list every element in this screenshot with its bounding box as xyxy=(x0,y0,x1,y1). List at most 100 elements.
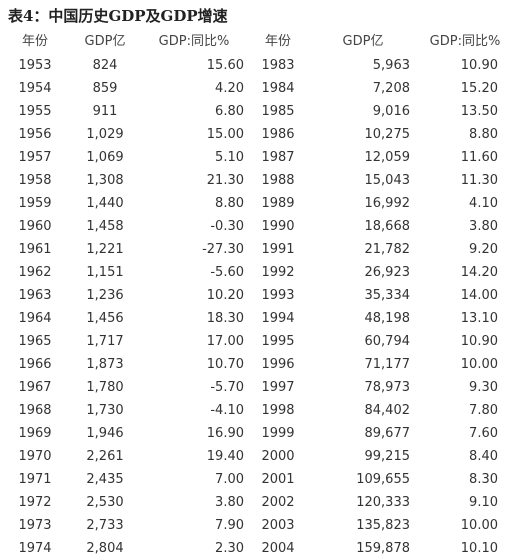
year-left-cell: 1960 xyxy=(18,219,52,234)
header-year-left: 年份 xyxy=(21,34,48,49)
growth-right-cell: 13.50 xyxy=(460,104,498,119)
gdp-left-cell: 2,530 xyxy=(86,495,124,510)
growth-left-cell: 21.30 xyxy=(206,173,244,188)
year-right-cell: 1999 xyxy=(261,426,295,441)
growth-left-cell: 2.30 xyxy=(215,541,244,556)
year-right-cell: 1992 xyxy=(261,265,295,280)
growth-left-cell: -0.30 xyxy=(210,219,244,234)
year-left-cell: 1961 xyxy=(18,242,52,257)
year-right-cell: 1985 xyxy=(261,104,295,119)
growth-left-cell: 4.20 xyxy=(215,81,244,96)
gdp-right-cell: 48,198 xyxy=(364,311,411,326)
year-right-cell: 1988 xyxy=(261,173,295,188)
year-right-cell: 2003 xyxy=(261,518,295,533)
gdp-left-cell: 2,435 xyxy=(86,472,124,487)
header-gdp-right: GDP亿 xyxy=(342,34,384,49)
growth-right-cell: 11.30 xyxy=(460,173,498,188)
header-gdp-left: GDP亿 xyxy=(84,34,126,49)
year-left-cell: 1964 xyxy=(18,311,52,326)
gdp-left-cell: 2,261 xyxy=(86,449,124,464)
gdp-right-cell: 135,823 xyxy=(356,518,410,533)
growth-left-cell: 6.80 xyxy=(215,104,244,119)
gdp-left-cell: 1,780 xyxy=(86,380,124,395)
table-row: 1968 1,730 -4.10 1998 84,402 7.80 xyxy=(0,399,512,422)
gdp-left-cell: 1,730 xyxy=(86,403,124,418)
growth-left-cell: -5.60 xyxy=(210,265,244,280)
table-row: 1965 1,717 17.00 1995 60,794 10.90 xyxy=(0,330,512,353)
gdp-right-cell: 26,923 xyxy=(364,265,411,280)
growth-left-cell: 19.40 xyxy=(206,449,244,464)
table-row: 1973 2,733 7.90 2003 135,823 10.00 xyxy=(0,514,512,537)
table-row: 1953 824 15.60 1983 5,963 10.90 xyxy=(0,54,512,77)
growth-right-cell: 10.90 xyxy=(460,58,498,73)
year-right-cell: 1993 xyxy=(261,288,295,303)
growth-left-cell: -27.30 xyxy=(202,242,244,257)
gdp-right-cell: 78,973 xyxy=(364,380,411,395)
table-row: 1970 2,261 19.40 2000 99,215 8.40 xyxy=(0,445,512,468)
table-row: 1969 1,946 16.90 1999 89,677 7.60 xyxy=(0,422,512,445)
table-row: 1966 1,873 10.70 1996 71,177 10.00 xyxy=(0,353,512,376)
year-right-cell: 1989 xyxy=(261,196,295,211)
table-body: 1953 824 15.60 1983 5,963 10.90 1954 859 4.20 198… xyxy=(0,54,512,560)
growth-right-cell: 4.10 xyxy=(469,196,498,211)
header-row: 年份 GDP亿 GDP:同比% 年份 GDP亿 GDP:同比% xyxy=(0,30,512,54)
table-row: 1958 1,308 21.30 1988 15,043 11.30 xyxy=(0,169,512,192)
gdp-right-cell: 5,963 xyxy=(372,58,410,73)
gdp-right-cell: 99,215 xyxy=(364,449,411,464)
year-left-cell: 1973 xyxy=(18,518,52,533)
year-right-cell: 1997 xyxy=(261,380,295,395)
table-header: 年份 GDP亿 GDP:同比% 年份 GDP亿 GDP:同比% xyxy=(0,30,512,54)
gdp-left-cell: 1,456 xyxy=(86,311,124,326)
year-left-cell: 1953 xyxy=(18,58,52,73)
growth-right-cell: 7.60 xyxy=(469,426,498,441)
year-right-cell: 2001 xyxy=(261,472,295,487)
growth-right-cell: 10.00 xyxy=(460,518,498,533)
gdp-right-cell: 21,782 xyxy=(364,242,411,257)
growth-right-cell: 8.30 xyxy=(469,472,498,487)
table-row: 1972 2,530 3.80 2002 120,333 9.10 xyxy=(0,491,512,514)
table-row: 1957 1,069 5.10 1987 12,059 11.60 xyxy=(0,146,512,169)
table-row: 1954 859 4.20 1984 7,208 15.20 xyxy=(0,77,512,100)
year-left-cell: 1955 xyxy=(18,104,52,119)
table-row: 1967 1,780 -5.70 1997 78,973 9.30 xyxy=(0,376,512,399)
gdp-left-cell: 1,069 xyxy=(86,150,124,165)
year-left-cell: 1974 xyxy=(18,541,52,556)
year-left-cell: 1959 xyxy=(18,196,52,211)
year-left-cell: 1972 xyxy=(18,495,52,510)
gdp-right-cell: 159,878 xyxy=(356,541,410,556)
gdp-left-cell: 1,458 xyxy=(86,219,124,234)
growth-right-cell: 11.60 xyxy=(460,150,498,165)
growth-right-cell: 8.80 xyxy=(469,127,498,142)
header-growth-left: GDP:同比% xyxy=(158,34,230,49)
growth-left-cell: 3.80 xyxy=(215,495,244,510)
gdp-table: 年份 GDP亿 GDP:同比% 年份 GDP亿 GDP:同比% 1953 824 1… xyxy=(0,30,512,560)
year-left-cell: 1954 xyxy=(18,81,52,96)
growth-right-cell: 10.90 xyxy=(460,334,498,349)
table-row: 1962 1,151 -5.60 1992 26,923 14.20 xyxy=(0,261,512,284)
growth-right-cell: 15.20 xyxy=(460,81,498,96)
growth-left-cell: -4.10 xyxy=(210,403,244,418)
year-right-cell: 1990 xyxy=(261,219,295,234)
table-row: 1959 1,440 8.80 1989 16,992 4.10 xyxy=(0,192,512,215)
year-right-cell: 1994 xyxy=(261,311,295,326)
gdp-right-cell: 15,043 xyxy=(364,173,411,188)
year-right-cell: 1996 xyxy=(261,357,295,372)
table-row: 1971 2,435 7.00 2001 109,655 8.30 xyxy=(0,468,512,491)
year-left-cell: 1956 xyxy=(18,127,52,142)
gdp-left-cell: 911 xyxy=(92,104,118,119)
gdp-right-cell: 84,402 xyxy=(364,403,411,418)
year-left-cell: 1957 xyxy=(18,150,52,165)
gdp-left-cell: 1,440 xyxy=(86,196,124,211)
gdp-right-cell: 109,655 xyxy=(356,472,410,487)
gdp-left-cell: 1,221 xyxy=(86,242,124,257)
table-row: 1974 2,804 2.30 2004 159,878 10.10 xyxy=(0,537,512,560)
gdp-right-cell: 7,208 xyxy=(372,81,410,96)
gdp-right-cell: 60,794 xyxy=(364,334,411,349)
gdp-right-cell: 9,016 xyxy=(372,104,410,119)
gdp-left-cell: 1,151 xyxy=(86,265,124,280)
growth-left-cell: 10.20 xyxy=(206,288,244,303)
growth-left-cell: 10.70 xyxy=(206,357,244,372)
gdp-right-cell: 71,177 xyxy=(364,357,411,372)
growth-right-cell: 7.80 xyxy=(469,403,498,418)
